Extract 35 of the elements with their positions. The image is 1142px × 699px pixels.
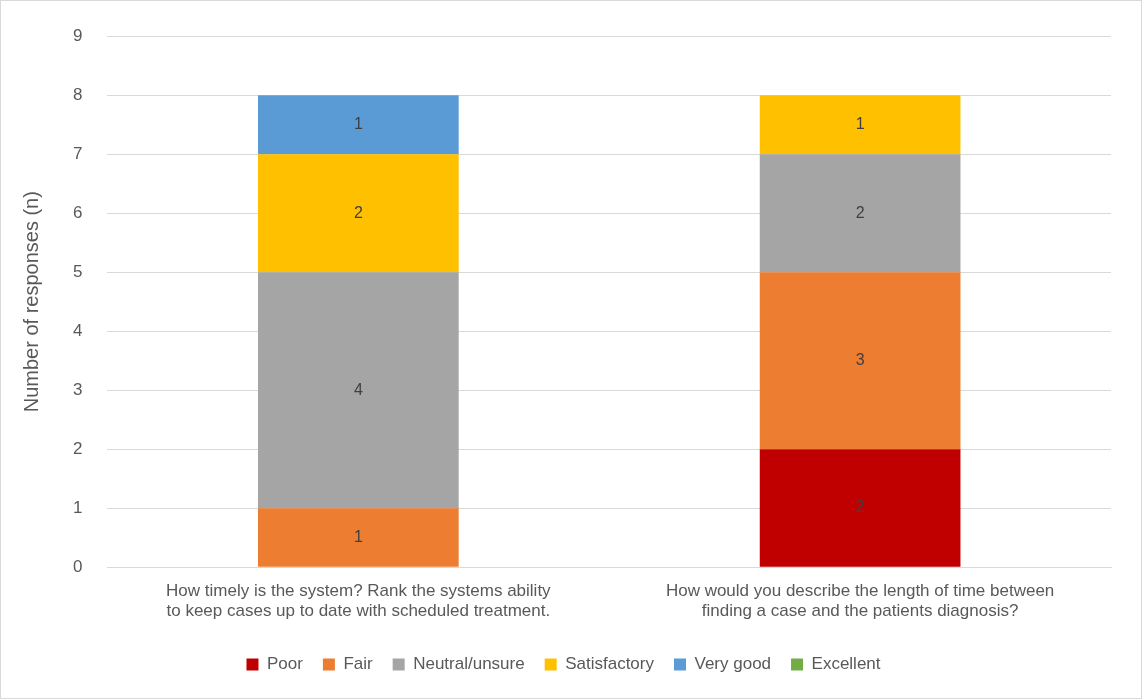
data-label: 1	[353, 527, 363, 545]
bar	[759, 449, 961, 567]
bar	[257, 272, 459, 509]
bar	[257, 154, 459, 273]
legend-label: Satisfactory	[565, 654, 655, 674]
bar	[257, 508, 459, 567]
data-label: 2	[855, 203, 865, 221]
data-label: 1	[353, 115, 363, 133]
y-tick-label: 2	[72, 438, 83, 458]
x-tick-label: How timely is the system? Rank the systems ability to keep cases up to date with scheduled treatment.	[166, 581, 552, 621]
bar	[759, 95, 961, 155]
y-tick-label: 1	[72, 497, 83, 517]
data-label: 2	[855, 498, 865, 516]
legend-label: Fair	[343, 654, 374, 674]
y-tick-label: 5	[72, 261, 83, 281]
bar	[759, 154, 961, 273]
data-label: 1	[855, 115, 865, 133]
y-tick-label: 0	[72, 556, 83, 576]
bar	[759, 272, 961, 450]
legend-label: Neutral/unsure	[413, 654, 525, 674]
data-label: 2	[353, 203, 363, 221]
x-tick-label: How would you describe the length of time between finding a case and the patients diagnosis?	[665, 581, 1055, 621]
data-label: 4	[353, 380, 363, 398]
y-tick-label: 3	[72, 379, 83, 399]
y-tick-label: 7	[72, 143, 83, 163]
y-tick-label: 9	[72, 25, 83, 45]
legend-label: Excellent	[811, 654, 881, 674]
y-tick-label: 6	[72, 202, 83, 222]
y-axis-title: Number of responses (n)	[19, 191, 42, 413]
legend-label: Very good	[694, 654, 772, 674]
legend-label: Poor	[266, 654, 304, 674]
y-tick-label: 4	[72, 320, 83, 340]
data-label: 3	[855, 351, 865, 369]
bar	[257, 95, 459, 155]
y-tick-label: 8	[72, 84, 83, 104]
